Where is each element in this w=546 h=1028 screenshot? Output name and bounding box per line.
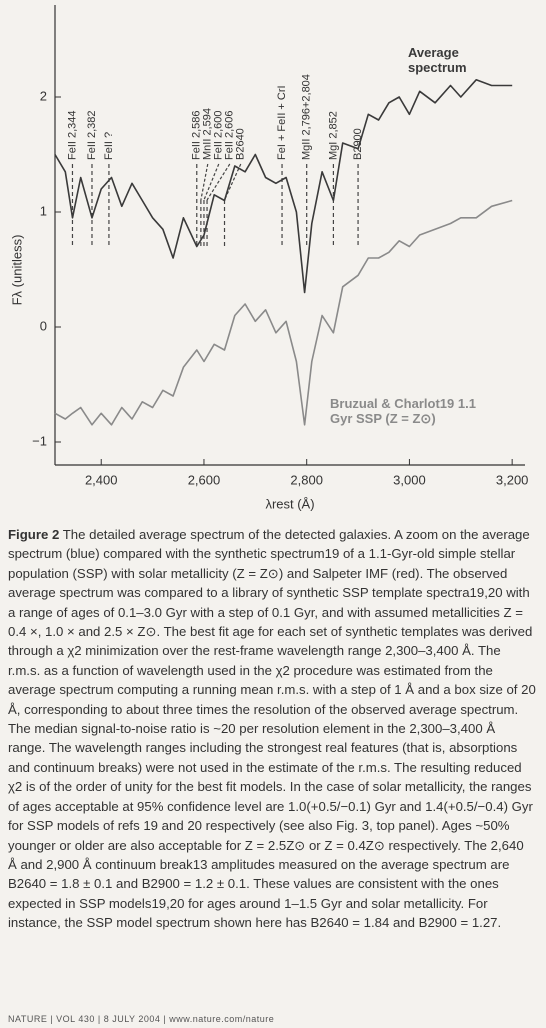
caption: Figure 2 The detailed average spectrum o… <box>8 525 536 933</box>
y-tick-label: 0 <box>40 318 47 333</box>
x-tick-label: 3,000 <box>393 472 426 487</box>
caption-text: The detailed average spectrum of the det… <box>8 527 536 931</box>
x-tick-label: 2,400 <box>85 472 118 487</box>
y-tick-label: −1 <box>32 433 47 448</box>
y-tick-label: 1 <box>40 203 47 218</box>
legend-model: Bruzual & Charlot19 1.1 Gyr SSP (Z = Z⊙) <box>330 396 476 426</box>
y-tick-label: 2 <box>40 88 47 103</box>
annotation-leader <box>200 163 209 201</box>
legend-average: Average spectrum <box>408 45 467 75</box>
y-axis-label: Fλ (unitless) <box>9 235 24 306</box>
annotation-label: FeII 2,606 <box>224 110 236 160</box>
series-line <box>54 199 513 426</box>
annotation-leader <box>206 163 231 201</box>
caption-label: Figure 2 <box>8 527 60 542</box>
annotation-leader <box>203 163 220 201</box>
x-tick-label: 2,600 <box>188 472 221 487</box>
annotation-label: FeII 2,382 <box>86 110 98 160</box>
chart: λrest (Å) Fλ (unitless) −1 0 1 2 2,400 2,600 2… <box>9 5 529 511</box>
annotation-label: B2900 <box>352 128 364 160</box>
series-line <box>54 79 513 294</box>
x-axis-label: λrest (Å) <box>265 496 314 511</box>
annotation-label: FeII 2,344 <box>66 110 78 160</box>
footer: NATURE | VOL 430 | 8 JULY 2004 | www.nat… <box>8 1014 275 1024</box>
annotation-label: FeI + FeII + CrI <box>276 85 288 160</box>
x-tick-label: 2,800 <box>290 472 323 487</box>
annotation-label: MnII 2,594 <box>202 108 214 160</box>
annotation-label: FeII ? <box>103 132 115 160</box>
annotation-label: MgI 2,852 <box>327 111 339 160</box>
annotation-label: B2640 <box>235 128 247 160</box>
annotation-label: MgII 2,796+2,804 <box>301 74 313 160</box>
annotation-label: FeII 2,586 <box>191 110 203 160</box>
x-tick-label: 3,200 <box>496 472 529 487</box>
annotation-label: FeII 2,600 <box>213 110 225 160</box>
